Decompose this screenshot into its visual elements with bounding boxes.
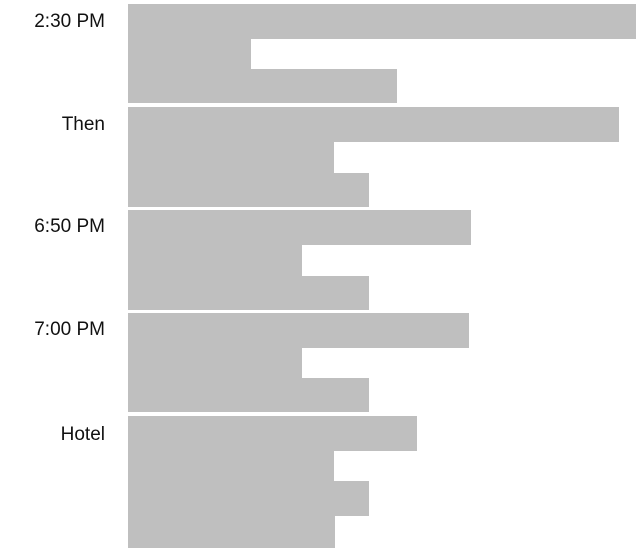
redaction-bar — [128, 378, 369, 412]
redaction-bar — [128, 276, 369, 310]
redaction-bar — [128, 107, 619, 142]
row-label: Hotel — [60, 424, 105, 445]
row-label: 7:00 PM — [34, 319, 105, 340]
redaction-bar — [128, 142, 334, 173]
redaction-bar — [128, 313, 469, 348]
redaction-bar — [128, 69, 397, 103]
row-label: Then — [61, 114, 105, 135]
redaction-bar — [128, 173, 369, 207]
redaction-bar — [128, 348, 302, 378]
redaction-bar — [128, 210, 471, 245]
redaction-bar — [128, 451, 334, 481]
redaction-bar — [128, 516, 335, 548]
row-label: 6:50 PM — [34, 216, 105, 237]
redaction-bar — [128, 245, 302, 276]
redaction-bar — [128, 416, 417, 451]
redaction-bar — [128, 481, 369, 516]
row-label: 2:30 PM — [34, 11, 105, 32]
redaction-bar — [128, 4, 636, 39]
redaction-bar — [128, 39, 251, 69]
